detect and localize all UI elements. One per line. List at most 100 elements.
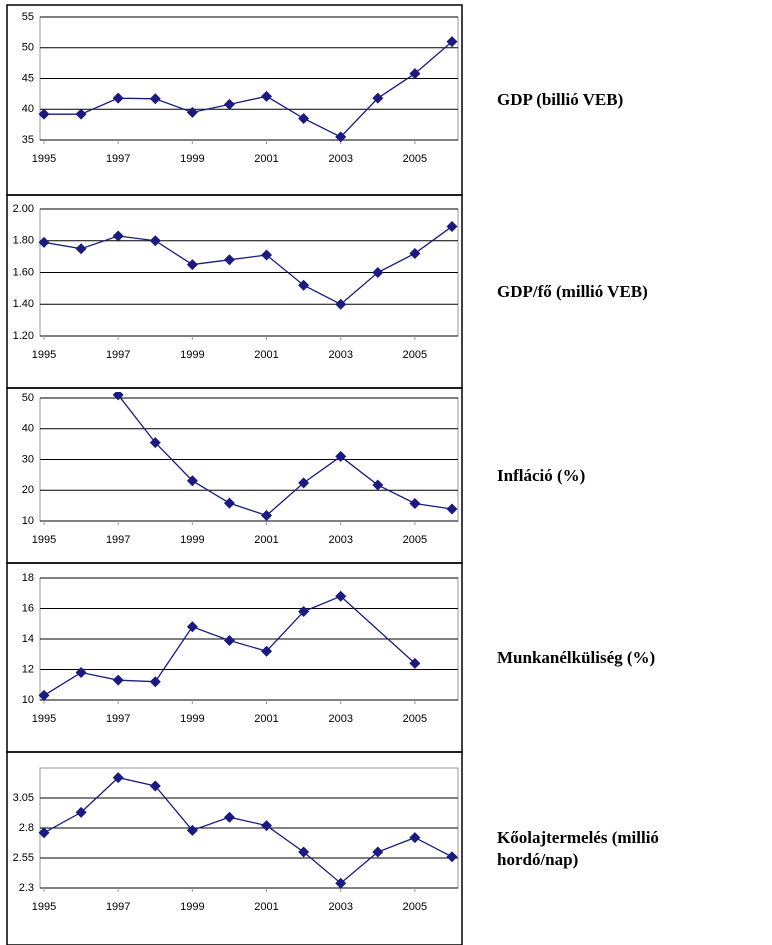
point <box>112 392 124 401</box>
point <box>446 851 458 863</box>
point <box>298 606 310 618</box>
x-tick-label: 1999 <box>180 349 204 361</box>
point <box>112 92 124 104</box>
x-tick-label: 2003 <box>328 534 352 546</box>
y-tick-label: 50 <box>22 42 34 54</box>
y-tick-label: 40 <box>22 423 34 435</box>
point <box>75 243 87 255</box>
chart-title: GDP (billió VEB) <box>497 90 624 109</box>
point <box>149 676 161 688</box>
y-tick-label: 50 <box>22 392 34 404</box>
point <box>298 477 310 489</box>
point <box>298 112 310 124</box>
point <box>261 820 273 832</box>
point <box>223 635 235 647</box>
x-tick-label: 1997 <box>106 713 130 725</box>
y-tick-label: 10 <box>22 515 34 527</box>
y-tick-label: 20 <box>22 484 34 496</box>
x-tick-label: 2005 <box>403 713 427 725</box>
point <box>446 36 458 48</box>
point <box>261 645 273 657</box>
y-tick-label: 1.80 <box>13 235 34 247</box>
point <box>335 590 347 602</box>
line <box>43 776 453 885</box>
point <box>446 503 458 515</box>
x-tick-label: 2003 <box>328 713 352 725</box>
x-tick-label: 2005 <box>403 534 427 546</box>
x-tick-label: 1995 <box>32 713 56 725</box>
y-tick-label: 12 <box>22 663 34 675</box>
point <box>38 689 50 701</box>
point <box>372 267 384 278</box>
x-tick-label: 2005 <box>403 901 427 913</box>
line <box>44 41 453 138</box>
point <box>112 772 124 784</box>
x-tick-label: 1997 <box>106 901 130 913</box>
point <box>223 811 235 823</box>
y-tick-label: 1.60 <box>13 266 34 278</box>
series <box>38 772 458 889</box>
x-tick-label: 2001 <box>254 713 278 725</box>
point <box>372 479 384 491</box>
y-tick-label: 2.55 <box>13 852 34 864</box>
x-tick-label: 2001 <box>254 534 278 546</box>
x-tick-label: 2003 <box>328 901 352 913</box>
point <box>186 475 198 487</box>
point <box>298 846 310 858</box>
series <box>38 36 458 143</box>
y-tick-label: 2.3 <box>19 882 34 894</box>
y-tick-label: 2.8 <box>19 822 34 834</box>
point <box>446 220 458 232</box>
point <box>335 131 347 143</box>
line <box>117 394 453 517</box>
x-tick-label: 1999 <box>180 901 204 913</box>
chart-title: GDP/fő (millió VEB) <box>497 281 648 301</box>
point <box>186 106 198 118</box>
panel-frame <box>6 751 463 945</box>
x-tick-label: 2003 <box>328 349 352 361</box>
point <box>409 247 421 259</box>
point <box>223 254 235 266</box>
x-tick-label: 1995 <box>32 901 56 913</box>
x-tick-label: 1997 <box>106 534 130 546</box>
point <box>409 657 421 669</box>
point <box>75 108 87 120</box>
point <box>75 806 87 818</box>
y-tick-label: 2.00 <box>13 203 34 215</box>
x-tick-label: 1995 <box>32 153 56 165</box>
point <box>409 68 421 80</box>
point <box>149 780 161 792</box>
y-tick-label: 16 <box>22 602 34 614</box>
x-tick-label: 2005 <box>403 349 427 361</box>
point <box>149 437 161 449</box>
y-tick-label: 55 <box>22 11 34 23</box>
point <box>298 279 310 291</box>
point <box>223 98 235 110</box>
point <box>223 497 235 509</box>
x-tick-label: 1997 <box>106 349 130 361</box>
x-tick-label: 1997 <box>106 153 130 165</box>
x-tick-label: 1999 <box>180 713 204 725</box>
point <box>38 236 50 248</box>
y-tick-label: 3.05 <box>13 792 34 804</box>
y-tick-label: 10 <box>22 694 34 706</box>
point <box>409 497 421 509</box>
point <box>38 827 50 839</box>
chart-title: Kőolajtermelés (millió hordó/nap) <box>497 827 659 869</box>
point <box>261 509 273 521</box>
x-tick-label: 2001 <box>254 349 278 361</box>
point <box>75 667 87 679</box>
point <box>372 92 384 104</box>
series <box>38 590 421 701</box>
y-tick-label: 45 <box>22 72 34 84</box>
point <box>335 298 347 310</box>
y-tick-label: 1.20 <box>13 330 34 342</box>
chart-title: Infláció (%) <box>497 465 586 485</box>
point <box>335 877 347 889</box>
y-tick-label: 30 <box>22 453 34 465</box>
series <box>38 220 458 310</box>
point <box>261 249 273 261</box>
y-tick-label: 40 <box>22 103 34 115</box>
point <box>112 230 124 242</box>
